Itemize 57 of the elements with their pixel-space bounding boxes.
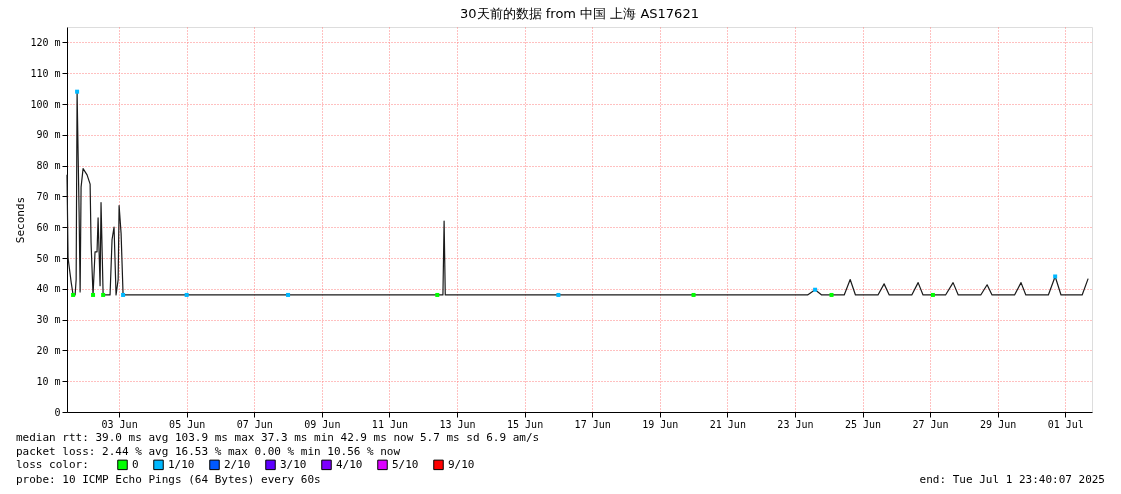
legend-title: loss color: — [16, 458, 89, 471]
point — [71, 292, 76, 297]
y-tick-label: 100 m — [30, 98, 61, 110]
x-tick-label: 05 Jun — [169, 418, 206, 430]
legend-label: 2/10 — [224, 457, 251, 471]
x-tick-label: 03 Jun — [101, 418, 138, 430]
x-tick-label: 25 Jun — [844, 418, 882, 430]
point — [101, 292, 106, 297]
text: median rtt: 39.0 ms avg 103.9 ms max 37.3 ms min 42.9 ms now 5.7 ms sd 6.9 am/s — [16, 431, 540, 444]
text: probe: 10 ICMP Echo Pings (64 Bytes) every 60s — [16, 473, 321, 486]
text: end: Tue Jul 1 23:40:07 2025 — [919, 473, 1105, 486]
legend-label: 1/10 — [168, 457, 195, 471]
line-series — [66, 91, 1089, 296]
point — [75, 89, 80, 94]
y-tick-label: 40 m — [36, 283, 61, 295]
x-tick-label: 07 Jun — [236, 418, 273, 430]
x-tick-label: 17 Jun — [574, 418, 611, 430]
x-tick-label: 09 Jun — [304, 418, 341, 430]
point — [1053, 274, 1058, 279]
point — [829, 292, 834, 297]
x-tick-label: 27 Jun — [912, 418, 949, 430]
legend-label: 4/10 — [336, 457, 363, 471]
point — [556, 292, 561, 297]
y-tick-label: 20 m — [36, 344, 61, 356]
y-tick-label: 30 m — [36, 314, 61, 326]
point — [184, 292, 189, 297]
y-tick-label: 120 m — [30, 36, 61, 48]
legend-label: 0 — [132, 457, 139, 471]
y-tick-label: 50 m — [36, 252, 61, 264]
x-tick-label: 19 Jun — [642, 418, 679, 430]
y-tick-label: 90 m — [36, 129, 61, 141]
point — [91, 292, 96, 297]
legend-label: 3/10 — [280, 457, 307, 471]
x-tick-label: 13 Jun — [439, 418, 476, 430]
point — [286, 292, 291, 297]
point — [435, 292, 440, 297]
y-tick-label: 0 — [54, 406, 61, 418]
y-tick-label: 80 m — [36, 160, 61, 172]
y-axis-title: Seconds — [14, 196, 28, 244]
y-tick-label: 70 m — [36, 190, 61, 202]
point — [121, 292, 126, 297]
x-tick-label: 11 Jun — [371, 418, 408, 430]
y-tick-label: 10 m — [36, 375, 61, 387]
point — [691, 292, 696, 297]
x-tick-label: 23 Jun — [777, 418, 814, 430]
point — [930, 292, 935, 297]
y-tick-label: 110 m — [30, 67, 61, 79]
x-tick-label: 21 Jun — [709, 418, 746, 430]
x-tick-label: 29 Jun — [980, 418, 1017, 430]
x-tick-label: 01 Jul — [1047, 418, 1084, 430]
chart-title: 30天前的数据 from 中国 上海 AS17621 — [460, 6, 699, 21]
x-tick-label: 15 Jun — [507, 418, 544, 430]
text: packet loss: 2.44 % avg 16.53 % max 0.00 % min 10.56 % now — [16, 445, 401, 458]
y-tick-label: 60 m — [36, 221, 61, 233]
point — [813, 287, 818, 292]
legend-label: 5/10 — [392, 457, 419, 471]
legend-label: 9/10 — [448, 457, 475, 471]
